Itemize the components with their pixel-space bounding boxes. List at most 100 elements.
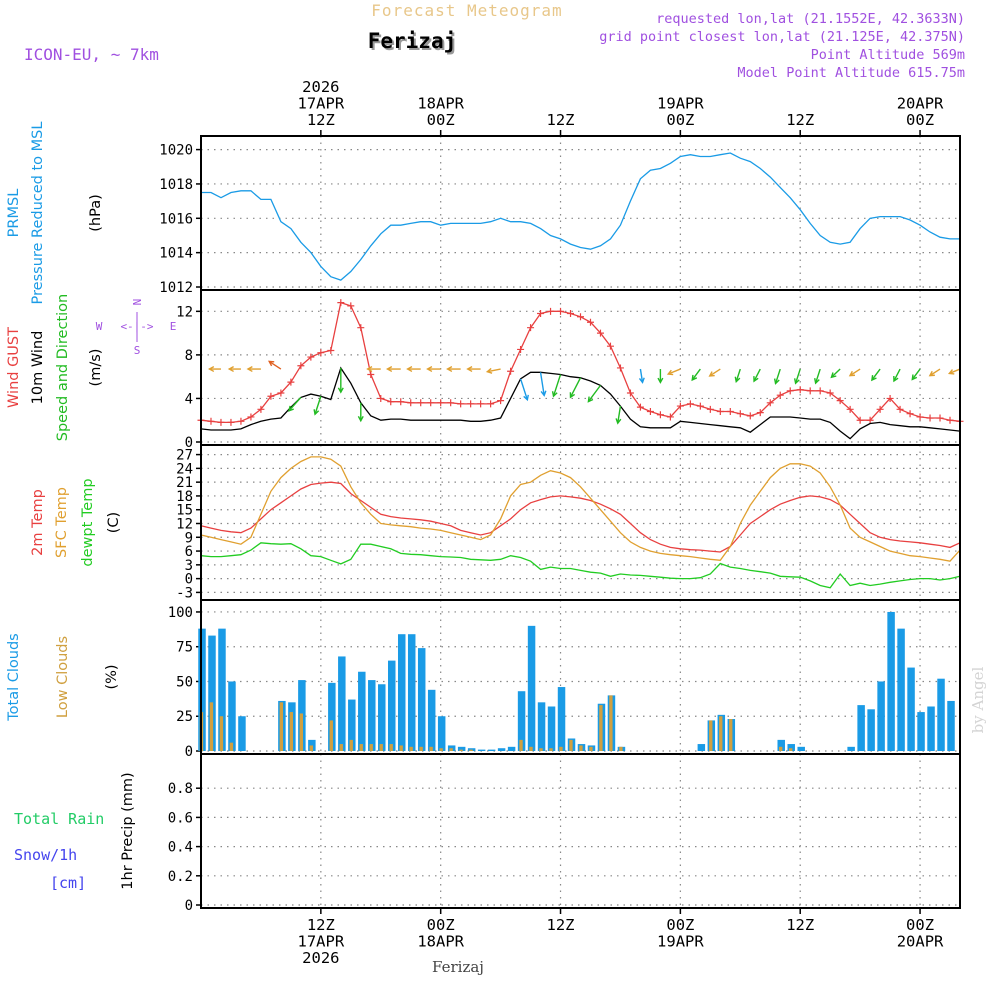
gust-marker <box>537 310 545 318</box>
total-cloud-bar <box>937 678 945 751</box>
y-tick-label: 25 <box>176 709 193 725</box>
gust-marker <box>447 399 455 407</box>
total-cloud-bar <box>378 684 386 751</box>
low-cloud-bar <box>329 720 333 751</box>
y-tick-label: 1014 <box>159 246 193 262</box>
gust-marker <box>736 410 744 418</box>
y-tick-label: 8 <box>185 348 193 364</box>
gust-marker <box>227 418 235 426</box>
series-line-pressure-reduced-to-msl <box>201 152 960 281</box>
gust-marker <box>756 409 764 417</box>
top-time-label: 12Z <box>307 111 335 129</box>
low-cloud-bar <box>589 746 593 751</box>
gust-marker <box>766 399 774 407</box>
wind-direction-arrow <box>691 368 701 382</box>
series-line-sfc-temp <box>200 456 961 562</box>
gust-marker <box>886 394 894 402</box>
gust-marker <box>357 324 365 332</box>
gust-marker <box>417 399 425 407</box>
total-cloud-bar <box>388 660 396 751</box>
top-time-label: 12Z <box>547 111 575 129</box>
y-tick-label: 12 <box>176 517 193 533</box>
gust-marker <box>776 391 784 399</box>
wind-direction-arrow <box>485 367 501 374</box>
low-cloud-bar <box>619 746 623 751</box>
gust-marker <box>676 402 684 410</box>
low-cloud-bar <box>219 716 224 751</box>
panel-label: Wind GUST <box>6 327 22 408</box>
y-tick-label: 75 <box>176 640 193 656</box>
y-tick-label: 1016 <box>159 211 193 227</box>
low-cloud-bar <box>469 749 473 751</box>
wind-direction-arrow <box>708 368 721 377</box>
total-cloud-bar <box>777 739 785 751</box>
low-cloud-bar <box>229 742 234 751</box>
gust-marker <box>297 362 305 370</box>
wind-direction-arrow <box>246 366 261 373</box>
panel-label: dewpt Temp <box>80 478 96 566</box>
y-tick-label: 18 <box>176 489 193 505</box>
low-cloud-bar <box>209 702 214 751</box>
panel-label: SFC Temp <box>54 487 70 558</box>
gust-marker <box>816 387 824 395</box>
total-cloud-bar <box>477 749 486 751</box>
low-cloud-bar <box>709 720 713 751</box>
wind-direction-arrow <box>313 396 322 416</box>
wind-direction-arrow <box>830 368 841 379</box>
panel-frame <box>200 599 961 755</box>
requested-coords: requested lon,lat (21.1552E, 42.3633N) <box>656 11 965 27</box>
top-time-label: 18APR <box>417 95 464 113</box>
gust-marker <box>567 310 575 318</box>
series-line-2m-temp <box>200 481 961 553</box>
wind-direction-arrow <box>207 366 221 373</box>
gust-marker <box>786 387 794 395</box>
gust-marker <box>267 392 275 400</box>
gust-marker <box>826 389 834 397</box>
total-cloud-bar <box>897 628 905 751</box>
total-cloud-bar <box>487 749 496 751</box>
total-cloud-bar <box>497 748 506 751</box>
gust-marker <box>367 370 375 378</box>
gust-marker <box>487 400 495 408</box>
panel-label: Low Clouds <box>55 636 71 718</box>
y-tick-label: 12 <box>176 304 193 320</box>
gust-marker <box>277 389 285 397</box>
low-cloud-bar <box>549 748 553 751</box>
wind-direction-arrow <box>793 368 801 385</box>
y-axis-label: (hPa) <box>88 194 104 231</box>
gust-marker <box>626 389 634 397</box>
y-tick-label: 0 <box>185 435 193 451</box>
wind-direction-arrow <box>385 366 401 373</box>
total-cloud-bar <box>507 746 516 751</box>
top-time-label: 17APR <box>298 95 345 113</box>
panel-frame <box>200 444 961 601</box>
low-cloud-bar <box>419 746 423 751</box>
total-cloud-bar <box>787 744 795 751</box>
panel-frame <box>200 289 961 446</box>
gust-marker <box>596 329 604 337</box>
top-time-label: 19APR <box>657 95 704 113</box>
low-cloud-bar <box>439 748 443 751</box>
wind-direction-arrow <box>638 368 645 384</box>
gust-marker <box>716 408 724 416</box>
panel-label: Speed and Direction <box>55 294 71 441</box>
wind-direction-arrow <box>947 368 961 375</box>
gust-marker <box>207 417 215 425</box>
total-cloud-bar <box>527 625 536 751</box>
wind-direction-arrow <box>753 368 761 383</box>
bottom-time-label: 20APR <box>897 933 944 951</box>
low-cloud-bar <box>788 748 793 751</box>
panel-clouds: 0 25 50 75 100 Total Clouds Low Clouds (%) <box>6 599 961 760</box>
low-cloud-bar <box>579 745 583 751</box>
legend-snow: Snow/1h <box>14 846 77 864</box>
total-cloud-bar <box>417 648 426 751</box>
panel-frame <box>200 753 961 909</box>
model-altitude: Model Point Altitude 615.75m <box>737 65 965 81</box>
compass-east: E <box>170 320 177 333</box>
wind-direction-arrow <box>337 367 344 394</box>
total-cloud-bar <box>368 680 376 751</box>
y-tick-label: 1020 <box>159 143 193 159</box>
total-cloud-bar <box>557 687 566 751</box>
low-cloud-bar <box>299 713 303 751</box>
